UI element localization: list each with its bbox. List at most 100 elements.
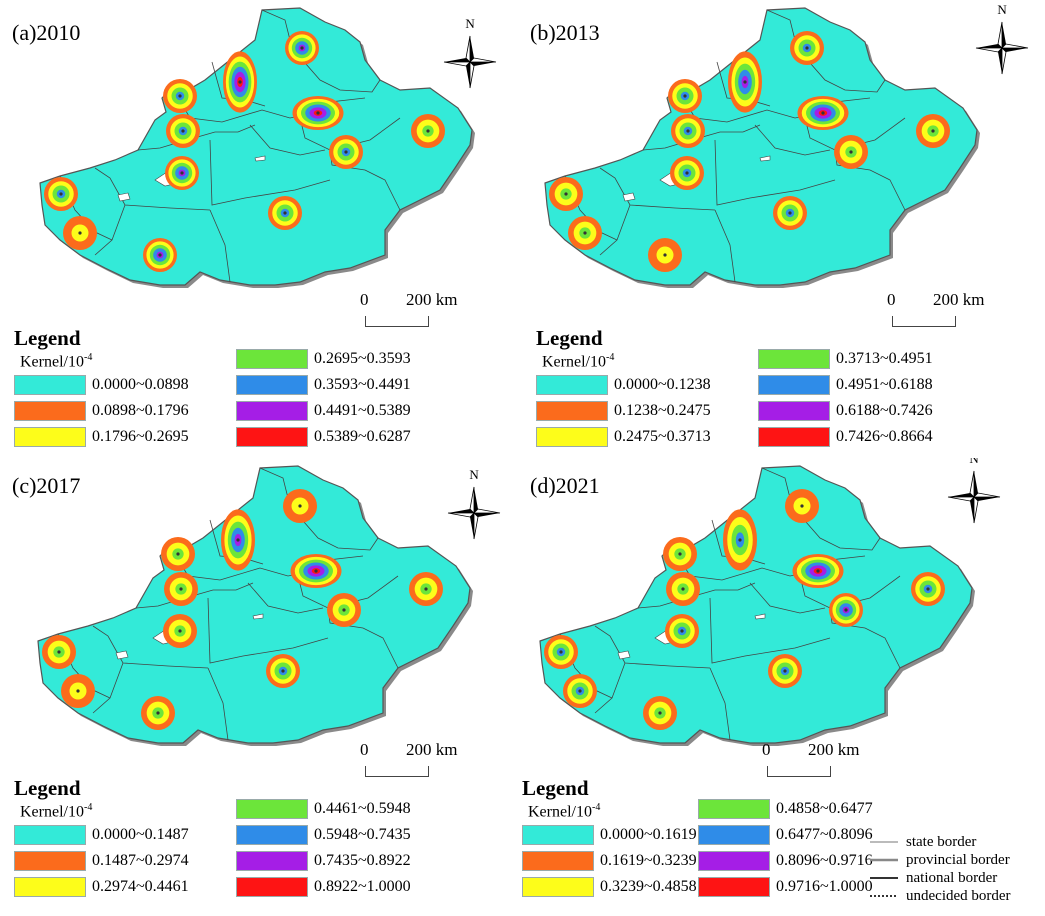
legend-swatch: [14, 427, 86, 447]
scale-zero-label: 0: [762, 740, 771, 759]
state-border: [749, 582, 826, 614]
city-point: [158, 253, 162, 257]
city-point: [849, 150, 853, 154]
city-point: [821, 111, 825, 115]
city-point: [178, 94, 182, 98]
legend-swatch: [236, 349, 308, 369]
map-panel-c: N (c)2017 Legend Kernel/10-4 0.0000~0.1487…: [0, 458, 522, 916]
legend-item: 0.4461~0.5948: [236, 798, 411, 820]
hotspot-turpan: [834, 135, 868, 169]
legend-value: 0.7426~0.8664: [836, 428, 933, 445]
legend-swatch: [522, 851, 594, 871]
border-legend-label: national border: [906, 869, 998, 886]
legend-title: Legend: [536, 326, 603, 350]
legend-swatch: [698, 877, 770, 897]
city-point: [681, 587, 685, 591]
state-border: [207, 667, 229, 741]
scale-line: [365, 766, 429, 777]
legend-swatch: [536, 401, 608, 421]
hotspot-altay: [785, 489, 819, 523]
legend-item: 0.5948~0.7435: [236, 824, 411, 846]
legend-item: 0.8096~0.9716: [698, 850, 873, 872]
border-legend-state: state border: [870, 834, 976, 850]
legend-value: 0.3593~0.4491: [314, 376, 411, 393]
legend-item: 0.2695~0.3593: [236, 348, 411, 370]
city-point: [926, 587, 930, 591]
hotspot-karamay: [223, 51, 257, 113]
border-legend-provincial: provincial border: [870, 852, 1010, 868]
city-point: [678, 552, 682, 556]
legend-item: 0.1796~0.2695: [14, 426, 189, 448]
state-border: [714, 139, 836, 206]
scale-line: [365, 316, 429, 327]
scale-line: [892, 316, 956, 327]
legend-swatch: [236, 799, 308, 819]
legend-value: 0.9716~1.0000: [776, 878, 873, 895]
city-point: [663, 253, 667, 257]
city-point: [424, 587, 428, 591]
map-canvas-b: N: [544, 2, 1029, 288]
region-fill: [39, 7, 473, 286]
city-point: [176, 552, 180, 556]
legend-value: 0.4461~0.5948: [314, 800, 411, 817]
state-border: [709, 667, 731, 741]
legend-item: 0.0000~0.0898: [14, 374, 189, 396]
legend-swatch: [14, 851, 86, 871]
legend-item: 0.3713~0.4951: [758, 348, 933, 370]
legend-value: 0.2974~0.4461: [92, 878, 189, 895]
hotspot-urumqi: [290, 554, 342, 588]
city-point: [800, 504, 804, 508]
panel-title: (c)2017: [12, 473, 81, 498]
map-panel-a: N (a)2010 Legend Kernel/10-4 0.0000~0.0898…: [0, 0, 522, 458]
city-point: [300, 46, 304, 50]
legend-item: 0.1487~0.2974: [14, 850, 189, 872]
state-border: [766, 9, 886, 93]
map-panel-d: N (d)2021 Legend Kernel/10-4 0.0000~0.1619…: [522, 458, 1044, 916]
hotspot-hotan: [141, 696, 175, 730]
north-arrow-icon: N: [975, 2, 1029, 75]
legend-swatch: [758, 349, 830, 369]
north-label: N: [465, 16, 475, 31]
hotspot-kashgar: [549, 177, 583, 211]
city-point: [57, 650, 61, 654]
provincial-border-line-icon: [870, 858, 898, 862]
city-point: [564, 192, 568, 196]
north-label: N: [469, 467, 479, 482]
legend-value: 0.0000~0.1619: [600, 826, 697, 843]
hotspot-kashgar: [42, 635, 76, 669]
lake: [252, 613, 264, 620]
hotspot-turpan: [329, 135, 363, 169]
legend-value: 0.2475~0.3713: [614, 428, 711, 445]
legend-value: 0.3713~0.4951: [836, 350, 933, 367]
scale-bar: 0 200 km: [360, 290, 500, 330]
legend-item: 0.7435~0.8922: [236, 850, 411, 872]
city-point: [788, 211, 792, 215]
legend-item: 0.2475~0.3713: [536, 426, 711, 448]
scale-bar: 0 200 km: [887, 290, 1027, 330]
north-arrow-icon: N: [443, 16, 497, 89]
legend-value: 0.1238~0.2475: [614, 402, 711, 419]
scale-zero-label: 0: [887, 290, 896, 309]
legend-swatch: [536, 375, 608, 395]
hotspot-altay: [285, 31, 319, 65]
legend-swatch: [522, 877, 594, 897]
state-border: [209, 139, 331, 206]
legend-item: 0.6188~0.7426: [758, 400, 933, 422]
city-point: [236, 538, 240, 542]
lake: [622, 192, 636, 202]
legend-item: 0.0000~0.1619: [522, 824, 697, 846]
city-point: [178, 629, 182, 633]
hotspot-aksu: [665, 614, 699, 648]
state-border: [754, 124, 831, 156]
city-point: [658, 711, 662, 715]
border-legend-undecided: undecided border: [870, 888, 1011, 904]
state-border: [247, 582, 324, 614]
city-point: [931, 129, 935, 133]
state-border: [709, 597, 831, 664]
city-point: [342, 608, 346, 612]
state-border: [249, 124, 326, 156]
legend-swatch: [698, 799, 770, 819]
legend-item: 0.6477~0.8096: [698, 824, 873, 846]
hotspot-kizilsu: [63, 216, 97, 250]
hotspot-hami: [911, 572, 945, 606]
